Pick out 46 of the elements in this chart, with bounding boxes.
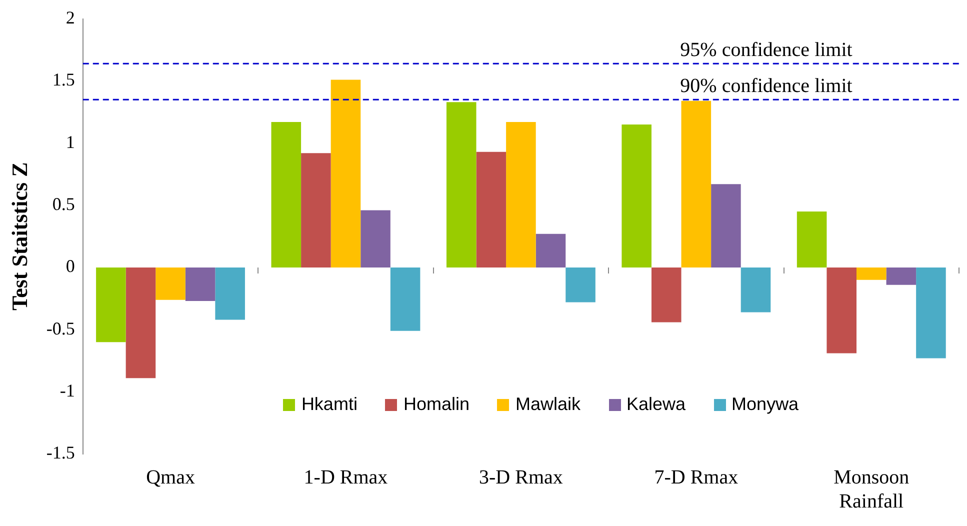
y-tick-label: -0.5 <box>46 318 75 338</box>
bar <box>681 100 712 268</box>
legend-label: Homalin <box>402 394 470 415</box>
bar <box>651 267 682 322</box>
y-tick-label: -1 <box>60 380 75 401</box>
legend-label: Mawlaik <box>514 394 580 415</box>
y-axis-title: Test Staitstics Z <box>6 162 32 311</box>
x-tick-label: 1-D Rmax <box>304 466 388 488</box>
ref-line-label: 95% confidence limit <box>680 38 853 61</box>
bar <box>566 267 596 302</box>
ref-line-label: 90% confidence limit <box>680 74 853 97</box>
bar <box>185 267 216 302</box>
bar <box>740 267 771 312</box>
y-tick-label: 0 <box>66 256 75 276</box>
bar <box>360 210 390 268</box>
bar <box>301 153 331 268</box>
x-tick-label: Qmax <box>146 466 195 488</box>
legend-label: Monywa <box>730 394 799 415</box>
bar <box>390 267 420 331</box>
y-tick-label: -1.5 <box>46 442 75 463</box>
bar <box>886 267 916 285</box>
bar <box>856 267 886 280</box>
bar <box>796 212 827 268</box>
bar <box>446 102 476 268</box>
bar <box>271 122 302 268</box>
y-tick-label: 0.5 <box>52 194 75 214</box>
bar <box>215 267 245 320</box>
bar <box>506 122 536 268</box>
bar <box>711 184 741 268</box>
bar <box>126 267 156 378</box>
bar <box>96 267 126 342</box>
y-tick-label: 1.5 <box>52 70 75 90</box>
bar <box>916 267 946 358</box>
legend-label: Hkamti <box>300 394 358 415</box>
bar <box>330 80 361 268</box>
bar <box>826 267 856 354</box>
x-tick-label: 3-D Rmax <box>479 466 563 488</box>
bar <box>622 124 652 268</box>
y-tick-label: 2 <box>66 8 75 28</box>
bar <box>476 152 506 268</box>
legend-label: Kalewa <box>626 394 686 415</box>
x-tick-label: 7-D Rmax <box>654 466 738 488</box>
bar <box>156 267 186 300</box>
bar <box>536 234 566 268</box>
y-tick-label: 1 <box>66 132 75 152</box>
x-tick-label: Monsoon Rainfall <box>834 466 910 512</box>
